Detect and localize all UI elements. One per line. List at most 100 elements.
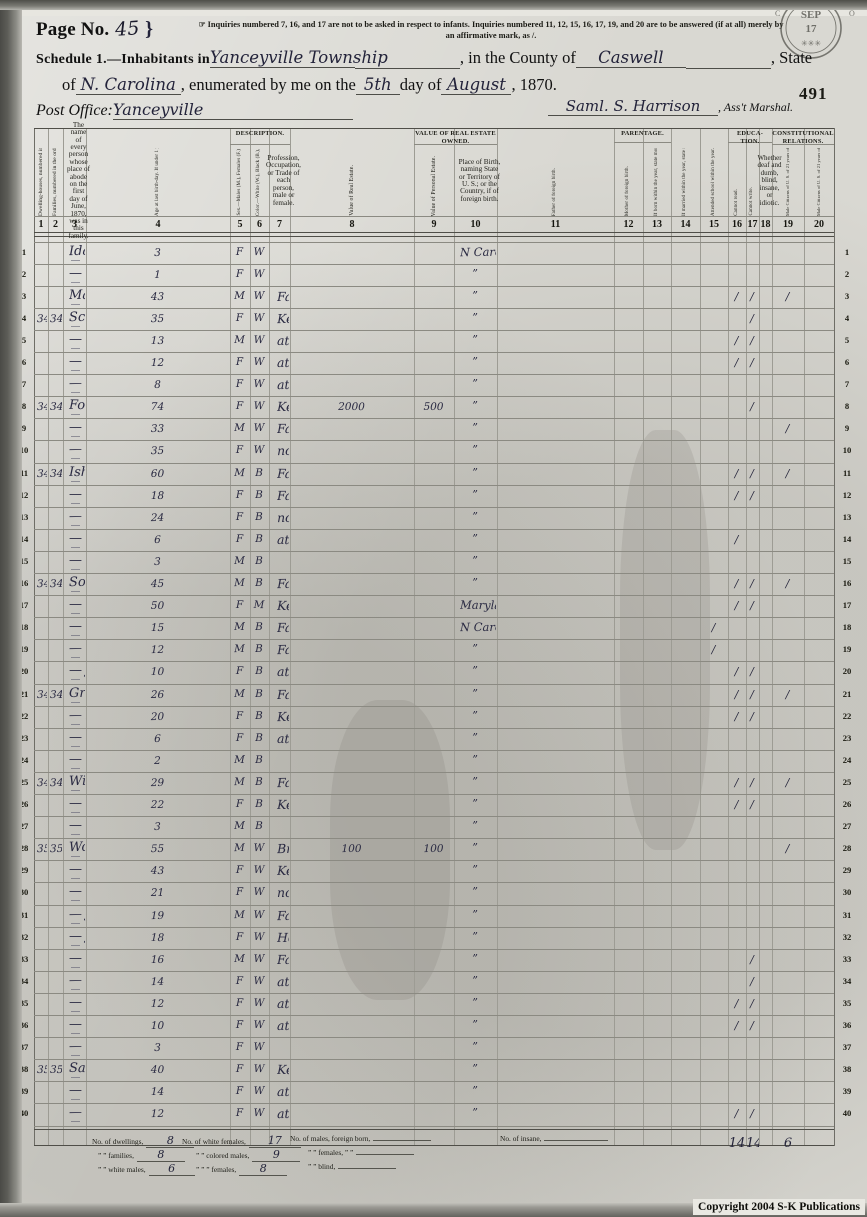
sex-value: M (234, 820, 245, 833)
marshal-signature: Saml. S. Harrison (548, 97, 718, 116)
grid-hline (34, 970, 834, 972)
name-underline (71, 988, 80, 990)
sex-value: F (235, 974, 244, 987)
person-name: — Malisa (68, 486, 85, 502)
column-header-text: Father of foreign birth. (552, 167, 558, 216)
grid-hline (34, 860, 834, 862)
person-name: Sanders Ann (68, 1061, 86, 1077)
enumerated-label: , enumerated by me on the (180, 75, 356, 94)
person-name: — Ella (68, 795, 85, 812)
cannot-write-mark: / (750, 1019, 754, 1032)
person-name: — Virginia (68, 729, 85, 745)
person-name: — Billie (68, 597, 85, 613)
person-name: — Eliza (68, 994, 85, 1010)
age-value: 14 (150, 1086, 165, 1099)
cannot-write-mark: / (750, 333, 754, 347)
row-number: 34 (842, 975, 852, 986)
dwellings-label: No. of dwellings, (92, 1136, 144, 1146)
birthplace-ditto: ” (472, 819, 478, 833)
column-header-text: Sex.—Males (M.), Females (F.) (236, 149, 242, 216)
color-value: W (253, 974, 265, 987)
row-number: 29 (842, 865, 852, 876)
male-citizen-mark: / (785, 687, 790, 701)
grid-vline (86, 128, 87, 1146)
grid-hline (34, 904, 834, 906)
birthplace-ditto: ” (472, 752, 478, 766)
grid-hline (34, 128, 834, 130)
sex-value: M (234, 576, 245, 590)
color-value: B (255, 753, 263, 766)
age-value: 33 (150, 423, 165, 436)
person-name: — Stephen (68, 619, 85, 635)
birthplace-ditto: ” (472, 774, 478, 788)
color-value: B (255, 797, 263, 811)
sex-value: M (234, 775, 245, 788)
row-number: 17 (842, 600, 852, 611)
column-header-text: If married within the year, state month … (682, 148, 688, 216)
person-name: — Bettie (68, 884, 85, 900)
age-value: 14 (150, 975, 165, 988)
male-citizen-mark: / (785, 422, 790, 436)
age-value: 10 (150, 666, 165, 679)
family-number: 348 (49, 688, 63, 701)
age-value: 45 (150, 577, 165, 591)
color-value: W (253, 1063, 265, 1076)
cannot-write-mark: / (750, 289, 754, 303)
age-value: 3 (154, 821, 161, 834)
grid-hline (34, 484, 834, 486)
column-number-8: 8 (349, 219, 355, 230)
grid-hline (34, 683, 834, 685)
birthplace-ditto: ” (472, 576, 478, 589)
name-underline (71, 1033, 80, 1034)
birthplace-ditto: ” (472, 907, 478, 921)
occupation-value: Keeping house (276, 399, 290, 415)
birthplace-ditto: ” (472, 841, 478, 855)
occupation-value: Farm Labour (276, 465, 290, 481)
row-number: 28 (19, 843, 29, 854)
name-underline (71, 900, 80, 902)
birthplace-ditto: ” (472, 509, 478, 523)
family-number: 351 (49, 1064, 63, 1077)
color-value: W (253, 378, 265, 391)
birthplace-ditto: ” (472, 797, 478, 810)
age-value: 21 (150, 887, 165, 900)
grid-vline (230, 128, 231, 1146)
name-underline (71, 458, 80, 460)
grid-hline (34, 595, 834, 597)
row-number: 7 (844, 379, 850, 390)
age-value: 19 (150, 909, 165, 922)
birthplace-ditto: ” (472, 708, 478, 722)
row-number: 29 (19, 865, 29, 876)
name-underline (71, 436, 80, 438)
sex-value: F (235, 797, 244, 811)
person-name: — Anna (68, 376, 85, 392)
occupation-value: at home (276, 995, 290, 1011)
row-number: 30 (842, 887, 852, 898)
color-value: W (253, 952, 265, 965)
column-header-19: Male Citizens of U. S. of 21 years of ag… (772, 146, 804, 216)
cannot-write-mark: / (750, 798, 754, 811)
instructions-notice: ☞ Inquiries numbered 7, 16, and 17 are n… (198, 20, 784, 40)
sex-value: M (234, 753, 245, 766)
birthplace-ditto: ” (472, 377, 478, 391)
age-value: 35 (150, 445, 165, 458)
occupation-value: at home (276, 332, 290, 348)
grid-vline (414, 128, 415, 1146)
age-value: 18 (150, 489, 165, 502)
birthplace-ditto: ” (472, 1106, 478, 1120)
person-name: — Virgania (68, 972, 85, 988)
color-value: B (255, 621, 263, 634)
dwelling-number: 346 (36, 467, 48, 480)
row-number: 31 (19, 909, 29, 920)
birthplace-ditto: ” (472, 1040, 478, 1054)
age-value: 18 (150, 931, 165, 944)
occupation-value: at home (276, 354, 290, 371)
name-underline (71, 966, 80, 968)
column-number-10: 10 (470, 219, 481, 230)
column-header-7: Profession, Occupation, or Trade of each… (266, 154, 301, 207)
birthplace-ditto: ” (472, 951, 478, 965)
name-underline (71, 568, 80, 570)
males-foreign-value (373, 1139, 432, 1141)
dwelling-number: 348 (36, 688, 48, 701)
